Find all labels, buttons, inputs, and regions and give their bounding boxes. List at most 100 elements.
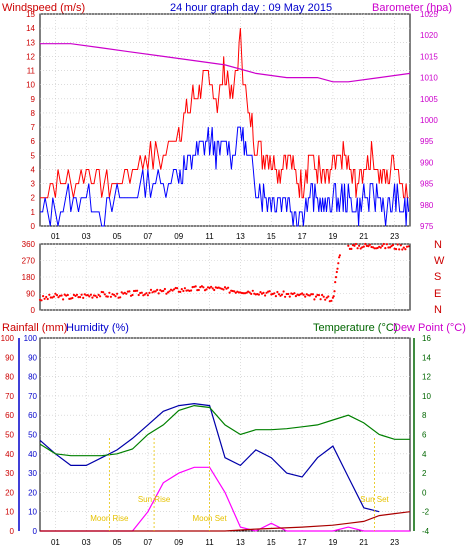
direction-point: [362, 245, 365, 248]
direction-point: [282, 290, 285, 293]
rain-tick-label: 100: [1, 334, 15, 343]
direction-point: [304, 295, 307, 298]
hour-tick-label: 07: [143, 538, 152, 547]
direction-point: [337, 262, 340, 265]
hour-tick-label: 17: [298, 232, 307, 241]
baro-axis-title: Barometer (hpa): [372, 2, 452, 14]
hour-tick-label: 19: [328, 232, 337, 241]
direction-point: [157, 292, 160, 295]
rain-tick-label: 80: [5, 373, 14, 382]
direction-point: [80, 293, 83, 296]
direction-point: [391, 243, 395, 247]
hour-tick-label: 15: [267, 538, 276, 547]
direction-point: [322, 295, 325, 298]
event-label: Moon Set: [192, 514, 227, 523]
direction-point: [109, 295, 112, 298]
baro-tick-label: 1000: [420, 116, 438, 125]
rain-tick-label: 70: [5, 392, 14, 401]
direction-point: [91, 296, 94, 299]
direction-point: [313, 298, 316, 301]
baro-tick-label: 1010: [420, 74, 438, 83]
direction-point: [227, 286, 230, 289]
direction-point: [43, 297, 46, 300]
direction-point: [359, 247, 362, 250]
direction-point: [112, 293, 116, 296]
direction-point: [284, 295, 287, 298]
direction-point: [119, 296, 122, 299]
event-label: Sun Rise: [138, 495, 171, 504]
direction-point: [387, 246, 390, 249]
wind-tick-label: 8: [31, 109, 36, 118]
direction-tick-label: 270: [22, 257, 36, 266]
direction-tick-label: 360: [22, 240, 36, 249]
wind-tick-label: 1: [31, 208, 36, 217]
direction-point: [82, 296, 85, 299]
direction-point: [128, 290, 131, 293]
direction-point: [338, 256, 341, 259]
direction-point: [62, 298, 65, 301]
rain-tick-label: 90: [5, 353, 14, 362]
direction-point: [205, 288, 208, 291]
series-layer: [38, 28, 411, 532]
baro-tick-label: 1025: [420, 10, 438, 19]
direction-point: [116, 292, 119, 295]
direction-point: [376, 246, 379, 250]
wind-tick-label: 2: [31, 194, 36, 203]
temperature-tick-label: 2: [422, 469, 427, 478]
direction-point: [233, 290, 236, 293]
direction-point: [301, 292, 304, 295]
direction-point: [165, 292, 168, 295]
direction-point: [350, 247, 353, 250]
direction-point: [354, 242, 358, 246]
hour-tick-label: 19: [328, 538, 337, 547]
direction-point: [402, 246, 405, 249]
hour-tick-label: 03: [82, 232, 91, 241]
wind-tick-label: 10: [26, 81, 35, 90]
direction-point: [102, 291, 105, 294]
temperature-tick-label: 6: [422, 431, 427, 440]
direction-point: [280, 293, 284, 296]
direction-point: [60, 294, 63, 297]
direction-point: [95, 296, 99, 299]
humidity-tick-label: 80: [28, 373, 37, 382]
rain-axis-title: Rainfall (mm): [2, 322, 67, 334]
humidity-tick-label: 70: [28, 392, 37, 401]
dir-letter-n-top: N: [434, 239, 442, 251]
humidity-axis-title: Humidity (%): [66, 322, 129, 334]
hour-tick-label: 03: [82, 538, 91, 547]
direction-point: [88, 295, 91, 298]
direction-point: [125, 292, 128, 295]
direction-point: [154, 290, 157, 293]
direction-point: [332, 295, 335, 298]
hour-tick-label: 09: [174, 232, 183, 241]
direction-point: [314, 295, 318, 298]
baro-tick-label: 1015: [420, 52, 438, 61]
humidity-tick-label: 20: [28, 488, 37, 497]
direction-point: [308, 294, 311, 297]
direction-point: [305, 293, 308, 296]
hour-tick-label: 01: [51, 538, 60, 547]
direction-tick-label: 0: [31, 306, 36, 315]
temperature-axis-title: Temperature (°C): [313, 322, 397, 334]
direction-point: [99, 295, 102, 298]
baro-tick-label: 1020: [420, 31, 438, 40]
direction-point: [168, 290, 171, 293]
direction-point: [145, 292, 148, 295]
direction-point: [273, 292, 276, 295]
baro-tick-label: 985: [420, 180, 434, 189]
direction-point: [279, 294, 282, 297]
series-gust-line: [40, 28, 409, 199]
direction-panel-frame: [39, 243, 411, 311]
direction-point: [57, 296, 60, 299]
direction-point: [353, 244, 356, 247]
baro-tick-label: 990: [420, 158, 434, 167]
humidity-tick-label: 0: [33, 527, 38, 536]
direction-tick-label: 90: [26, 290, 35, 299]
hour-tick-label: 07: [143, 232, 152, 241]
direction-point: [276, 290, 279, 294]
direction-point: [404, 248, 407, 251]
direction-point: [325, 296, 328, 299]
wind-tick-label: 9: [31, 95, 36, 104]
direction-point: [132, 289, 136, 293]
direction-point: [268, 290, 271, 293]
